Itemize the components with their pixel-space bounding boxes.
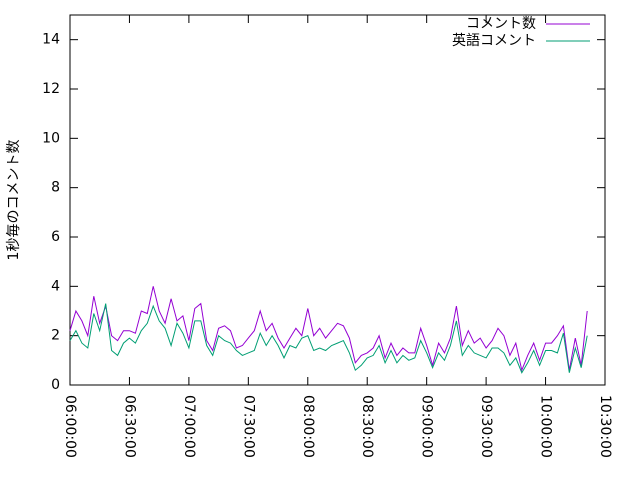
y-tick-label: 4 [51, 278, 60, 294]
y-tick-label: 6 [51, 229, 60, 245]
x-tick-label: 10:30:00 [597, 395, 613, 458]
series-line [69, 303, 588, 374]
y-tick-label: 10 [42, 130, 60, 146]
x-tick-label: 09:00:00 [419, 395, 435, 458]
y-tick-label: 8 [51, 180, 60, 196]
y-tick-label: 0 [51, 377, 60, 393]
x-tick-label: 10:00:00 [538, 395, 554, 458]
legend-label: 英語コメント [452, 32, 536, 49]
x-tick-label: 08:30:00 [359, 395, 375, 458]
y-axis-label: 1秒毎のコメント数 [6, 140, 22, 261]
series-line [69, 286, 588, 372]
x-tick-label: 07:00:00 [181, 395, 197, 458]
x-tick-label: 06:00:00 [62, 395, 78, 458]
x-tick-label: 09:30:00 [478, 395, 494, 458]
y-tick-label: 14 [42, 32, 60, 48]
legend-label: コメント数 [466, 16, 536, 32]
x-tick-label: 08:00:00 [300, 395, 316, 458]
x-tick-label: 07:30:00 [240, 395, 256, 458]
y-tick-label: 2 [51, 328, 60, 344]
plot-border [69, 14, 606, 386]
y-tick-label: 12 [42, 81, 60, 97]
x-tick-label: 06:30:00 [121, 395, 137, 458]
